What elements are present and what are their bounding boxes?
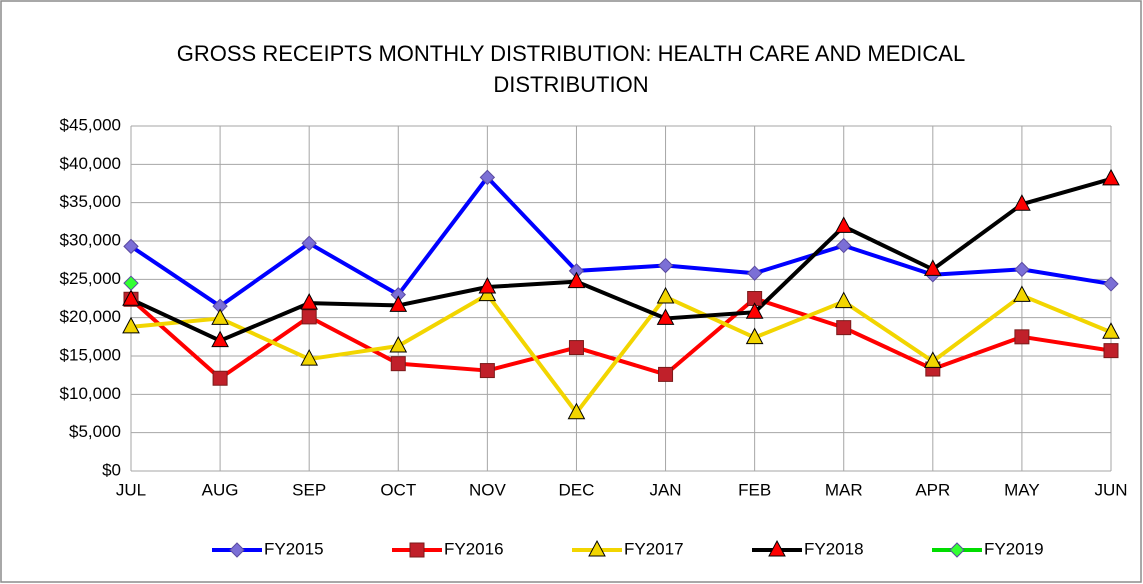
legend-label: FY2015 — [264, 539, 324, 558]
series-line — [129, 296, 1112, 381]
data-point — [1013, 194, 1031, 211]
legend-label: FY2019 — [984, 539, 1044, 558]
data-point — [567, 271, 586, 289]
data-point — [1102, 322, 1120, 339]
data-point — [656, 308, 675, 325]
y-tick-label: $40,000 — [60, 154, 121, 173]
data-point — [656, 286, 675, 304]
data-point — [834, 216, 853, 233]
data-point — [836, 320, 852, 336]
x-tick-label: MAY — [1004, 480, 1040, 499]
data-point — [834, 291, 853, 309]
legend-marker — [768, 539, 786, 557]
data-point — [211, 330, 229, 348]
data-point — [122, 316, 140, 334]
data-point — [301, 235, 317, 252]
data-point — [923, 351, 942, 368]
data-point — [301, 309, 317, 325]
x-tick-label: FEB — [738, 480, 771, 499]
data-point — [479, 363, 495, 379]
y-tick-label: $10,000 — [60, 384, 121, 403]
data-point — [1014, 329, 1030, 345]
data-point — [389, 335, 408, 353]
data-point — [390, 356, 406, 372]
y-tick-label: $15,000 — [60, 345, 121, 364]
data-point — [122, 289, 140, 306]
data-point — [478, 276, 497, 294]
x-tick-label: JUN — [1094, 480, 1127, 499]
data-point — [389, 295, 408, 312]
legend-label: FY2017 — [624, 539, 684, 558]
data-point — [123, 275, 139, 291]
x-tick-label: SEP — [292, 480, 326, 499]
chart-title: GROSS RECEIPTS MONTHLY DISTRIBUTION: HEA… — [176, 41, 966, 97]
y-tick-label: $5,000 — [69, 422, 121, 441]
y-tick-label: $45,000 — [60, 115, 121, 134]
data-point — [923, 259, 942, 276]
legend-marker — [949, 542, 965, 558]
data-point — [567, 402, 586, 420]
data-point — [123, 238, 139, 255]
data-point — [479, 169, 496, 186]
series-line — [130, 176, 1112, 343]
data-point — [1102, 168, 1120, 186]
x-tick-label: APR — [915, 480, 950, 499]
data-point — [836, 237, 852, 254]
legend-label: FY2016 — [444, 539, 504, 558]
legend-marker — [588, 539, 606, 557]
x-tick-label: DEC — [559, 480, 595, 499]
data-point — [657, 257, 674, 274]
y-tick-label: $35,000 — [60, 192, 121, 211]
y-tick-label: $25,000 — [60, 269, 121, 288]
data-point — [746, 265, 763, 281]
legend-marker — [229, 542, 245, 558]
legend-label: FY2018 — [804, 539, 864, 558]
x-tick-label: JUL — [116, 480, 146, 499]
series-line — [129, 175, 1112, 309]
data-point — [1103, 276, 1119, 292]
y-tick-label: $30,000 — [60, 230, 121, 249]
data-point — [1103, 343, 1119, 359]
data-point — [745, 302, 764, 319]
data-point — [300, 349, 319, 366]
data-point — [211, 308, 229, 325]
data-point — [745, 327, 764, 345]
series-line — [130, 292, 1112, 415]
data-point — [1014, 261, 1030, 278]
data-point — [568, 340, 584, 356]
x-tick-label: MAR — [825, 480, 863, 499]
y-tick-label: $20,000 — [60, 307, 121, 326]
legend-marker — [409, 542, 425, 558]
x-tick-label: AUG — [202, 480, 239, 499]
y-tick-label: $0 — [102, 460, 121, 479]
x-tick-label: NOV — [469, 480, 507, 499]
data-point — [1013, 285, 1031, 302]
x-tick-label: OCT — [380, 480, 416, 499]
data-point — [658, 366, 674, 382]
x-tick-label: JAN — [649, 480, 681, 499]
data-point — [212, 370, 228, 386]
data-point — [300, 293, 319, 310]
